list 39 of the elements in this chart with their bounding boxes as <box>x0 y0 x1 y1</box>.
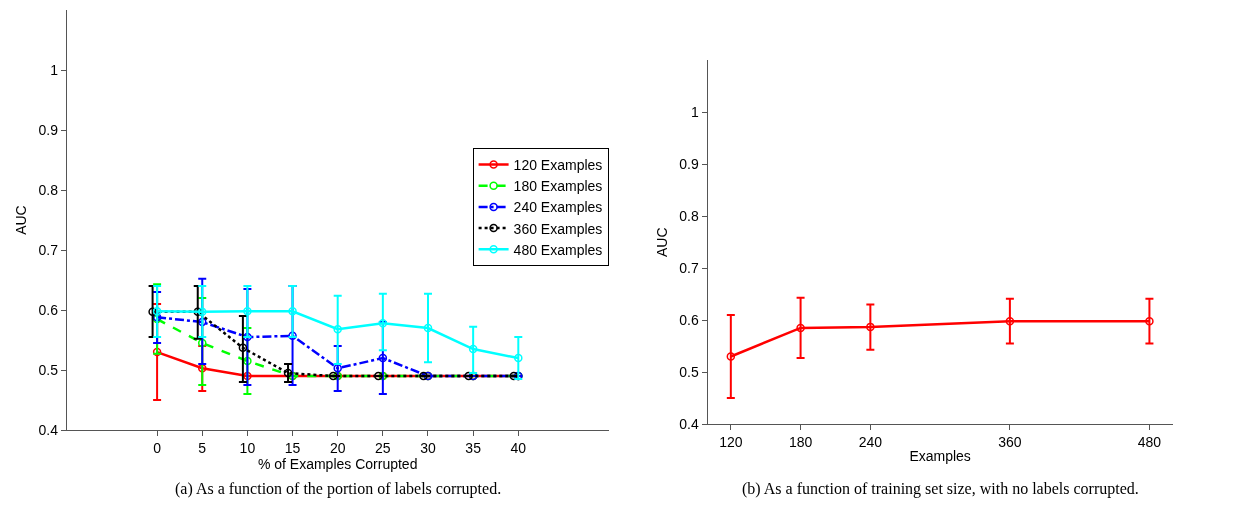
y-axis-title: AUC <box>653 227 670 257</box>
x-tick-label: 20 <box>329 439 346 456</box>
y-tick-label: 1 <box>50 61 59 78</box>
x-tick-label: 480 <box>1137 433 1162 450</box>
x-tick-label: 35 <box>465 439 482 456</box>
y-tick-label: 0.6 <box>679 312 699 329</box>
y-tick-label: 0.4 <box>679 415 699 432</box>
y-tick-label: 0.9 <box>38 121 59 138</box>
y-tick-label: 0.5 <box>679 363 699 380</box>
y-tick-label: 0.7 <box>38 241 59 258</box>
legend-label: 360 Examples <box>513 220 603 237</box>
x-tick-label: 25 <box>375 439 391 456</box>
x-axis-title: % of Examples Corrupted <box>257 455 418 472</box>
x-tick-label: 5 <box>198 439 207 456</box>
legend-label: 120 Examples <box>513 156 603 173</box>
x-tick-label: 15 <box>284 439 301 456</box>
x-tick-label: 180 <box>788 433 813 450</box>
x-axis-title: Examples <box>909 448 971 465</box>
x-tick-label: 360 <box>998 433 1022 450</box>
y-axis-title: AUC <box>13 205 30 235</box>
y-tick-label: 0.4 <box>38 421 59 438</box>
text: (a) As a function of the portion of labels corrupted. <box>175 480 502 498</box>
y-tick-label: 0.7 <box>679 260 699 277</box>
x-tick-label: 0 <box>153 439 162 456</box>
x-tick-label: 120 <box>719 433 743 450</box>
y-tick-label: 0.8 <box>679 208 699 225</box>
x-tick-label: 30 <box>420 439 436 456</box>
legend-label: 240 Examples <box>513 199 603 216</box>
y-tick-label: 0.6 <box>38 301 59 318</box>
y-tick-label: 0.5 <box>38 361 59 378</box>
text: (b) As a function of training set size, with no labels corrupted. <box>742 480 1139 498</box>
y-tick-label: 0.8 <box>38 181 59 198</box>
legend-label: 480 Examples <box>513 241 603 258</box>
y-tick-label: 1 <box>690 104 699 121</box>
x-tick-label: 240 <box>858 433 883 450</box>
y-tick-label: 0.9 <box>679 156 699 173</box>
legend-label: 180 Examples <box>513 178 603 195</box>
x-tick-label: 40 <box>510 439 527 456</box>
x-tick-label: 10 <box>239 439 256 456</box>
